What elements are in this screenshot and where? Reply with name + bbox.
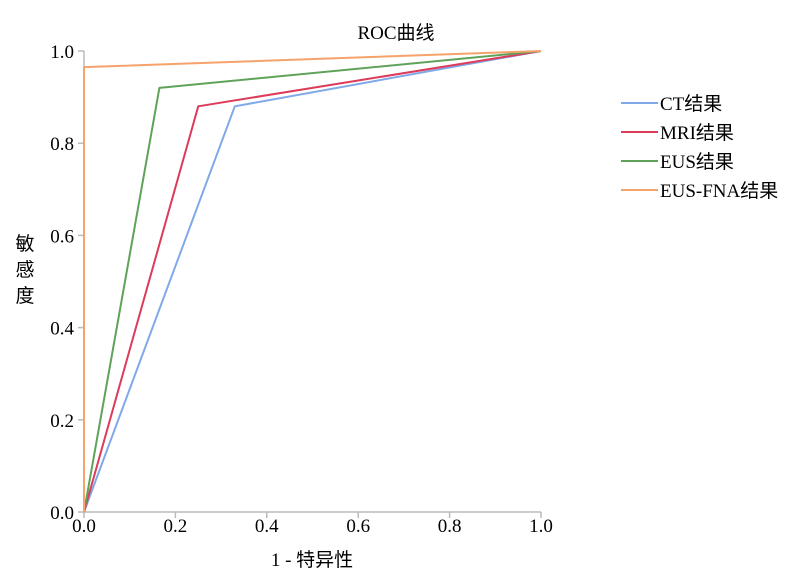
legend-label-2: EUS结果 bbox=[660, 151, 734, 173]
x-tick-label: 1.0 bbox=[529, 516, 553, 537]
x-tick-label: 0.8 bbox=[438, 516, 462, 537]
series-line-1 bbox=[83, 50, 542, 513]
series-line-3 bbox=[83, 50, 542, 512]
series-line-0 bbox=[83, 50, 542, 513]
legend-label-0: CT结果 bbox=[660, 93, 722, 115]
y-axis-ticks: 0.0 0.2 0.4 0.6 0.8 1.0 bbox=[50, 42, 84, 524]
y-tick-label: 0.8 bbox=[50, 134, 74, 155]
x-tick-label: 0.6 bbox=[346, 516, 370, 537]
y-axis-title: 敏感度 bbox=[15, 233, 34, 307]
x-axis-title: 1 - 特异性 bbox=[271, 549, 353, 570]
x-tick-label: 0.4 bbox=[255, 516, 279, 537]
y-tick-label: 0.2 bbox=[50, 411, 74, 432]
legend: CT结果 MRI结果 EUS结果 EUS-FNA结果 bbox=[621, 93, 778, 202]
y-tick-label: 0.0 bbox=[50, 503, 74, 524]
y-tick-label: 0.4 bbox=[50, 319, 74, 340]
y-tick-label: 1.0 bbox=[50, 42, 74, 63]
x-axis-ticks: 0.0 0.2 0.4 0.6 0.8 1.0 bbox=[72, 512, 553, 537]
chart-title: ROC曲线 bbox=[357, 22, 434, 44]
series-line-2 bbox=[83, 50, 542, 513]
legend-label-1: MRI结果 bbox=[660, 122, 734, 144]
series-lines bbox=[83, 50, 542, 513]
y-tick-label: 0.6 bbox=[50, 226, 74, 247]
x-tick-label: 0.0 bbox=[72, 516, 96, 537]
legend-label-3: EUS-FNA结果 bbox=[660, 180, 778, 202]
x-tick-label: 0.2 bbox=[164, 516, 188, 537]
